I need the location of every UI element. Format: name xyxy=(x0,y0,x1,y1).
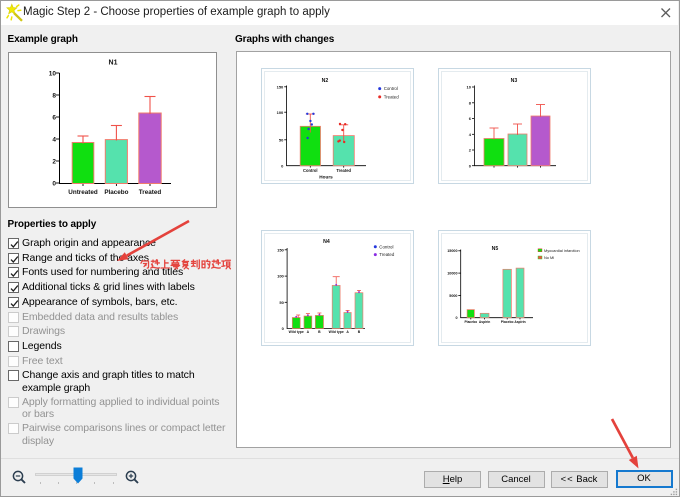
svg-text:Myocardial infarction: Myocardial infarction xyxy=(544,248,580,253)
svg-text:Wild type: Wild type xyxy=(289,330,304,334)
svg-text:Placebo: Placebo xyxy=(104,189,128,196)
svg-text:4: 4 xyxy=(52,137,56,144)
svg-text:B: B xyxy=(358,330,361,334)
svg-text:10: 10 xyxy=(49,71,57,78)
svg-text:A: A xyxy=(346,330,349,334)
svg-text:100: 100 xyxy=(277,274,284,279)
svg-text:8: 8 xyxy=(52,93,56,100)
svg-text:0: 0 xyxy=(282,326,285,331)
svg-text:0: 0 xyxy=(281,163,284,168)
svg-text:N4: N4 xyxy=(323,239,330,245)
svg-text:50: 50 xyxy=(279,300,284,305)
svg-text:Control: Control xyxy=(379,244,393,249)
svg-text:N3: N3 xyxy=(511,78,518,84)
svg-text:15000: 15000 xyxy=(447,249,457,253)
svg-text:Control: Control xyxy=(384,86,398,91)
svg-text:Hours: Hours xyxy=(319,175,333,180)
svg-text:Control: Control xyxy=(303,168,318,173)
svg-text:Aspirin: Aspirin xyxy=(479,320,490,324)
svg-text:10000: 10000 xyxy=(447,272,457,276)
svg-text:No MI: No MI xyxy=(544,255,554,260)
svg-text:10: 10 xyxy=(467,85,472,90)
svg-text:2: 2 xyxy=(52,159,56,166)
svg-text:4: 4 xyxy=(469,132,472,137)
svg-text:A: A xyxy=(307,330,310,334)
svg-text:6: 6 xyxy=(469,116,472,121)
svg-text:B: B xyxy=(318,330,321,334)
svg-text:2: 2 xyxy=(469,148,472,153)
svg-text:N2: N2 xyxy=(322,78,329,84)
svg-text:Wild type: Wild type xyxy=(329,330,344,334)
svg-text:Treated: Treated xyxy=(139,189,162,196)
svg-text:150: 150 xyxy=(277,84,284,89)
svg-text:Placebo: Placebo xyxy=(501,320,514,324)
svg-text:50: 50 xyxy=(279,137,284,142)
svg-text:Treated: Treated xyxy=(336,168,351,173)
svg-text:Treated: Treated xyxy=(379,252,395,257)
svg-text:0: 0 xyxy=(455,316,457,320)
svg-text:0: 0 xyxy=(469,163,472,168)
svg-text:N1: N1 xyxy=(109,60,118,67)
svg-text:6: 6 xyxy=(52,115,56,122)
svg-text:0: 0 xyxy=(52,181,56,188)
svg-text:Aspirin: Aspirin xyxy=(514,320,525,324)
svg-text:150: 150 xyxy=(277,247,284,252)
svg-text:Placebo: Placebo xyxy=(464,320,477,324)
svg-text:Untreated: Untreated xyxy=(68,189,98,196)
svg-text:Treated: Treated xyxy=(384,95,400,100)
svg-text:N5: N5 xyxy=(492,246,499,252)
svg-text:100: 100 xyxy=(277,110,284,115)
svg-text:5000: 5000 xyxy=(449,294,457,298)
svg-text:8: 8 xyxy=(469,100,472,105)
